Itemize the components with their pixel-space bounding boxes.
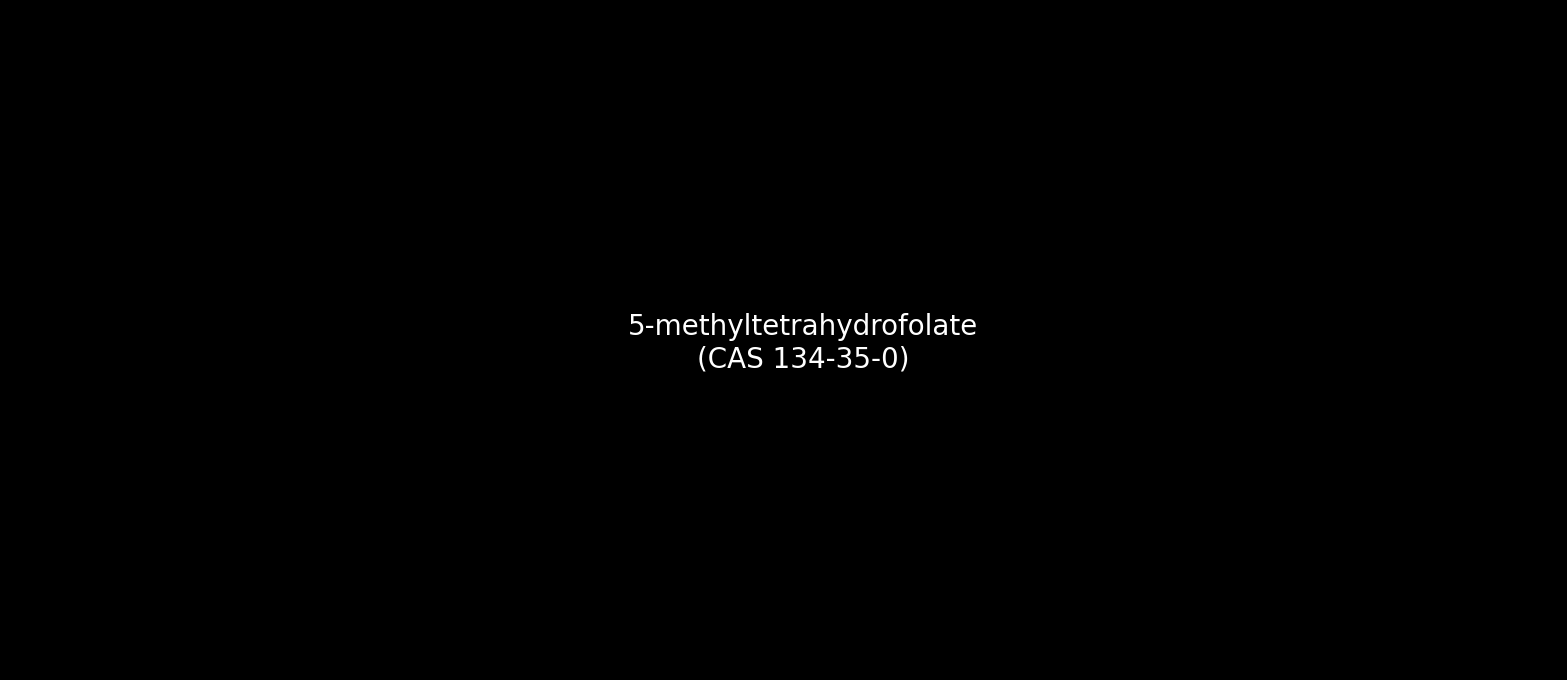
Text: 5-methyltetrahydrofolate
(CAS 134-35-0): 5-methyltetrahydrofolate (CAS 134-35-0) (628, 313, 978, 373)
